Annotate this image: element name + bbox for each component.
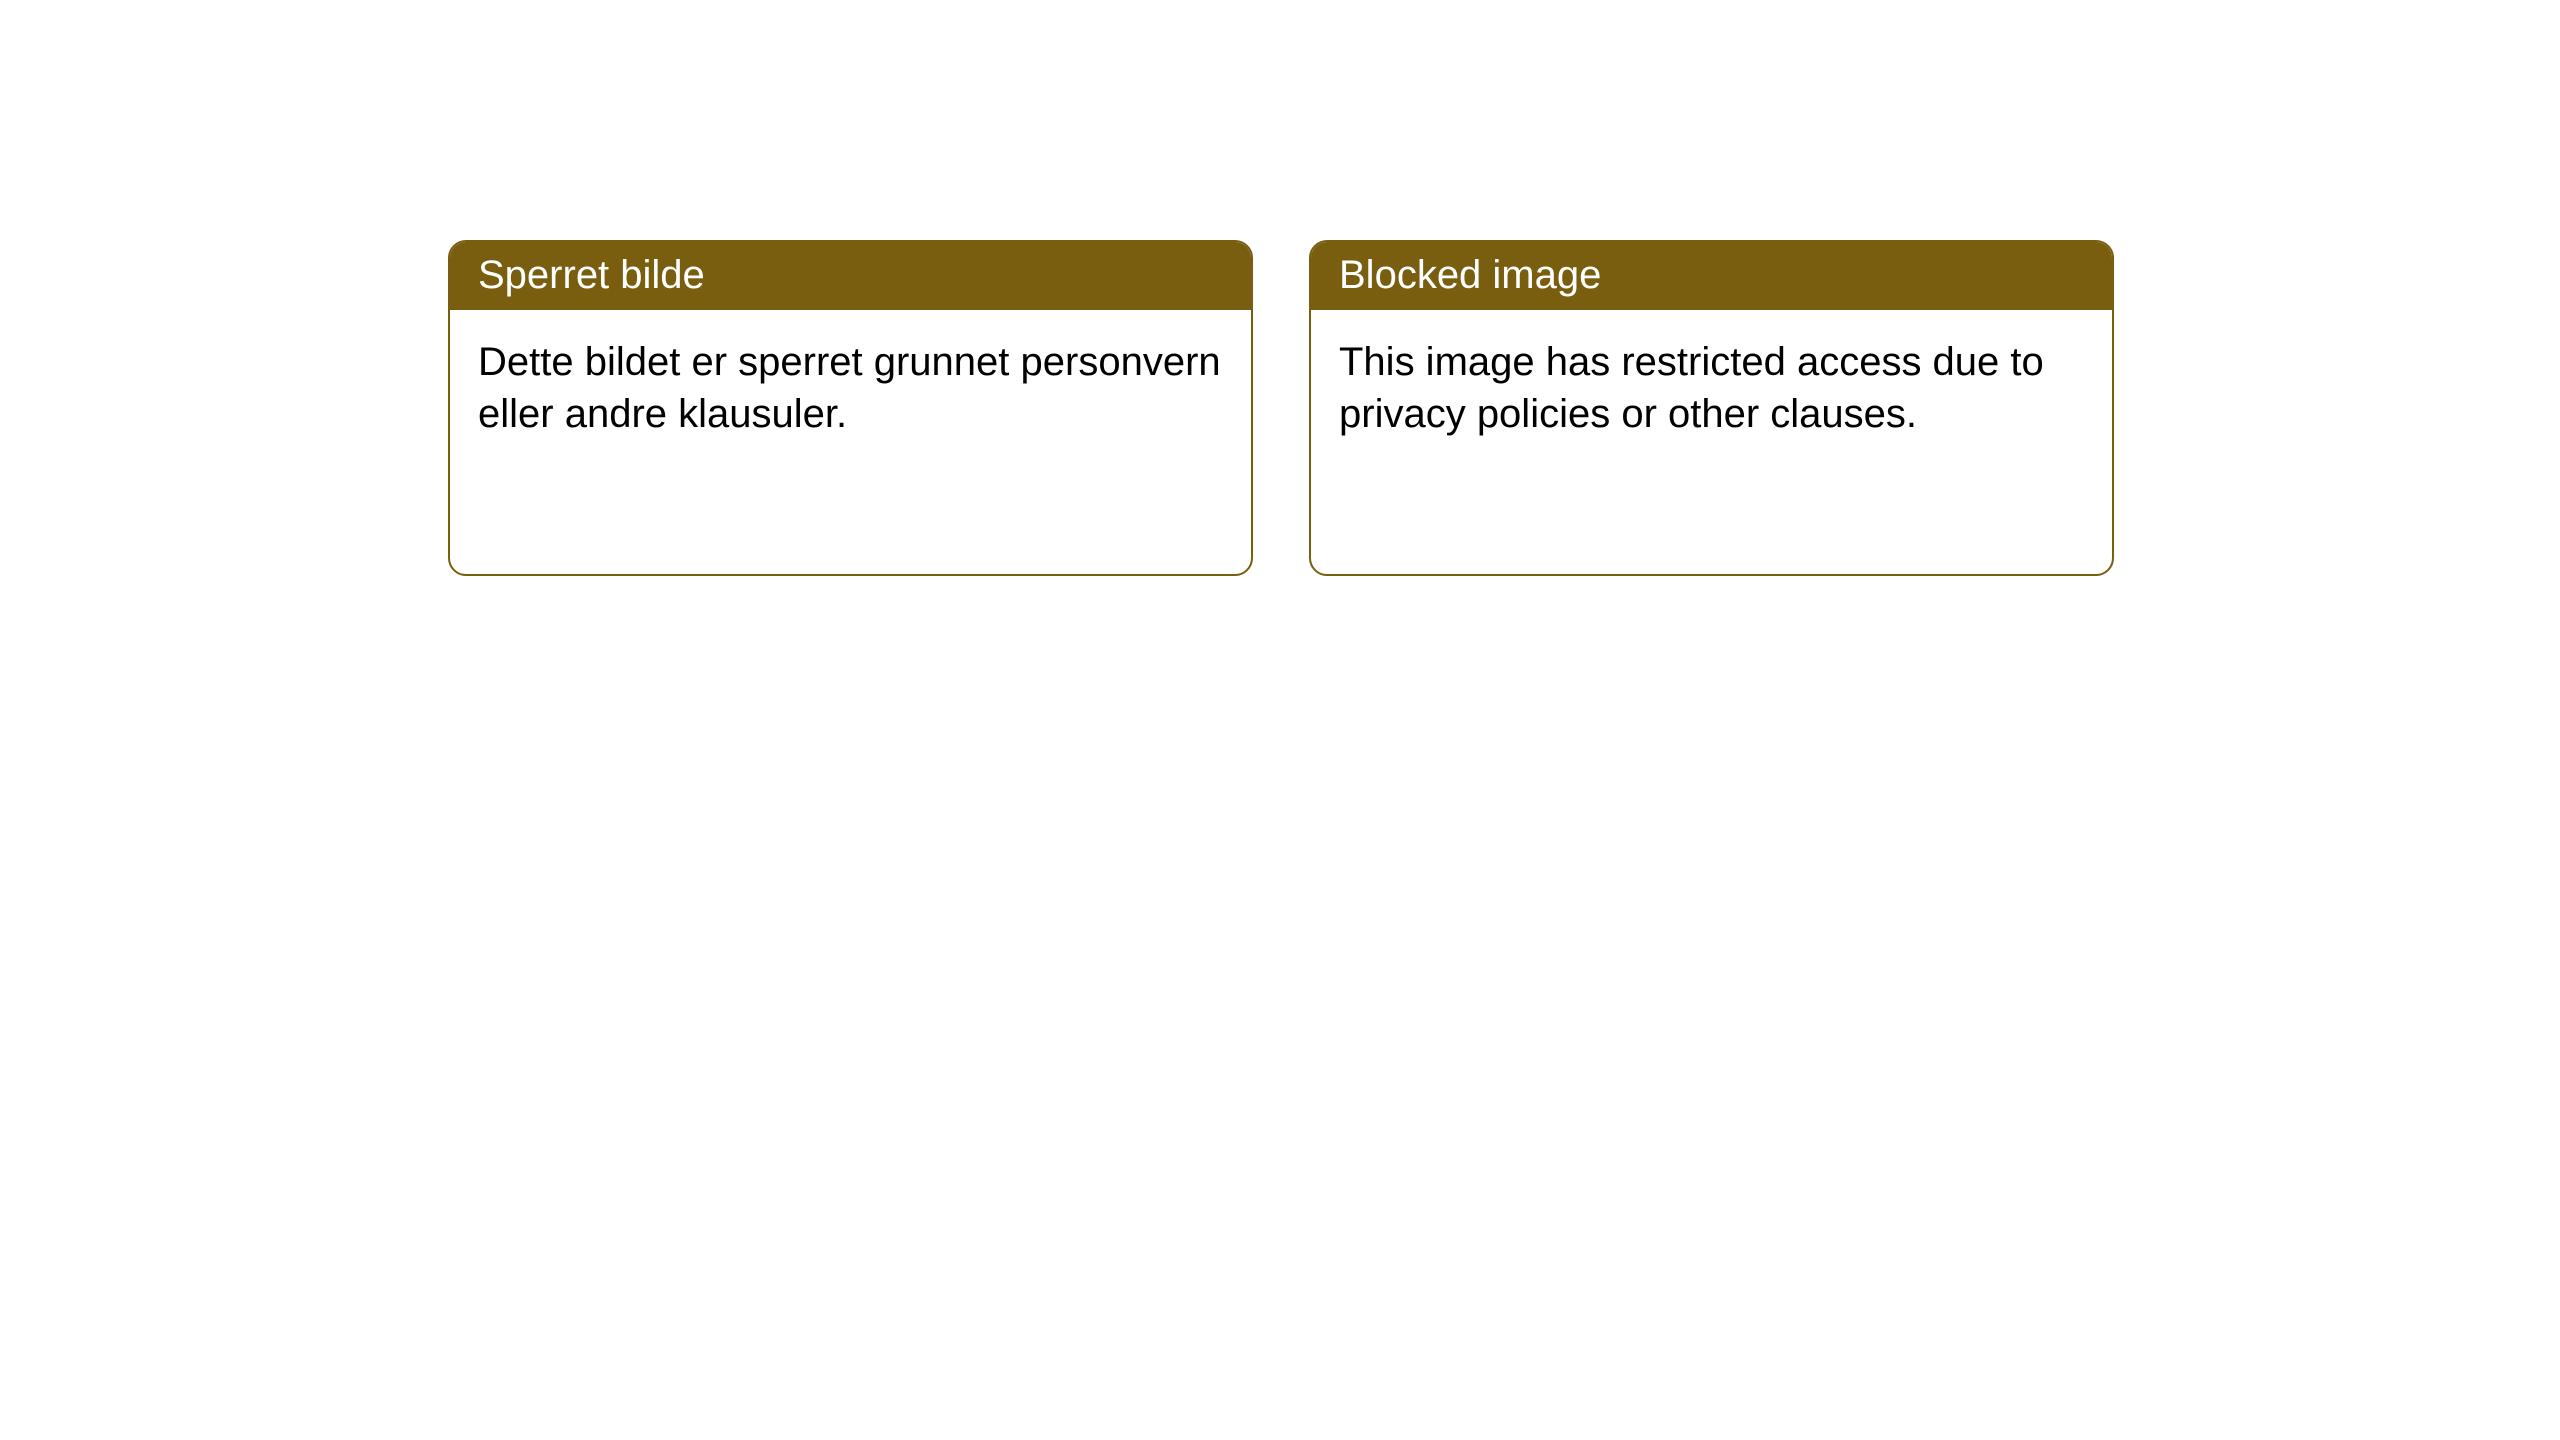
blocked-image-card-norwegian: Sperret bilde Dette bildet er sperret gr… [448, 240, 1253, 576]
card-body-english: This image has restricted access due to … [1311, 310, 2112, 440]
card-header-english: Blocked image [1311, 242, 2112, 310]
card-body-norwegian: Dette bildet er sperret grunnet personve… [450, 310, 1251, 440]
card-header-norwegian: Sperret bilde [450, 242, 1251, 310]
blocked-image-card-english: Blocked image This image has restricted … [1309, 240, 2114, 576]
blocked-image-notice-row: Sperret bilde Dette bildet er sperret gr… [0, 0, 2560, 576]
